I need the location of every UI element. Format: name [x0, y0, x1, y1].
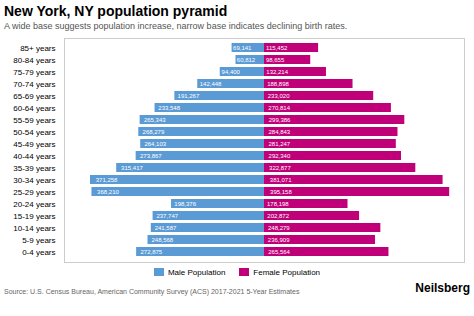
svg-text:265,564: 265,564	[268, 249, 290, 255]
svg-text:264,103: 264,103	[144, 141, 166, 147]
svg-text:368,210: 368,210	[97, 189, 119, 195]
svg-text:60,812: 60,812	[237, 57, 256, 63]
svg-text:0-4 years: 0-4 years	[22, 248, 55, 257]
svg-text:248,279: 248,279	[268, 225, 290, 231]
svg-text:265,343: 265,343	[144, 117, 166, 123]
svg-text:60-64 years: 60-64 years	[13, 104, 55, 113]
html-text:A wide base suggests populatio: A wide base suggests population increase…	[4, 21, 348, 31]
svg-text:272,875: 272,875	[140, 249, 162, 255]
svg-text:10-14 years: 10-14 years	[13, 224, 55, 233]
svg-text:94,400: 94,400	[222, 69, 241, 75]
svg-text:25-29 years: 25-29 years	[13, 188, 55, 197]
svg-text:115,452: 115,452	[266, 45, 288, 51]
svg-text:233,020: 233,020	[268, 93, 290, 99]
svg-text:241,587: 241,587	[155, 225, 177, 231]
svg-text:191,267: 191,267	[178, 93, 200, 99]
svg-text:70-74 years: 70-74 years	[13, 80, 55, 89]
html-text:Male Population: Male Population	[168, 268, 226, 277]
svg-text:142,448: 142,448	[200, 81, 222, 87]
svg-text:15-19 years: 15-19 years	[13, 212, 55, 221]
svg-text:69,141: 69,141	[233, 45, 252, 51]
html-text:New York, NY population pyrami: New York, NY population pyramid	[4, 3, 228, 19]
svg-text:233,548: 233,548	[158, 105, 180, 111]
svg-text:80-84 years: 80-84 years	[13, 56, 55, 65]
svg-text:315,417: 315,417	[121, 165, 143, 171]
svg-text:202,872: 202,872	[267, 213, 289, 219]
svg-text:5-9 years: 5-9 years	[22, 236, 55, 245]
svg-text:237,747: 237,747	[156, 213, 178, 219]
svg-text:45-49 years: 45-49 years	[13, 140, 55, 149]
svg-text:270,814: 270,814	[268, 105, 290, 111]
html-text:Female Population: Female Population	[253, 268, 320, 277]
svg-text:273,867: 273,867	[140, 153, 162, 159]
svg-text:85+ years: 85+ years	[20, 44, 55, 53]
svg-text:322,877: 322,877	[269, 165, 291, 171]
svg-text:132,214: 132,214	[266, 69, 288, 75]
svg-text:30-34 years: 30-34 years	[13, 176, 55, 185]
svg-text:292,340: 292,340	[269, 153, 291, 159]
svg-text:284,843: 284,843	[269, 129, 291, 135]
svg-text:198,376: 198,376	[174, 201, 196, 207]
svg-text:381,071: 381,071	[270, 177, 292, 183]
svg-text:98,655: 98,655	[266, 57, 285, 63]
svg-text:281,247: 281,247	[268, 141, 290, 147]
svg-text:188,898: 188,898	[267, 81, 289, 87]
svg-text:299,386: 299,386	[269, 117, 291, 123]
svg-text:35-39 years: 35-39 years	[13, 164, 55, 173]
html-text:Neilsberg: Neilsberg	[415, 281, 470, 295]
svg-text:248,568: 248,568	[152, 237, 174, 243]
svg-text:50-54 years: 50-54 years	[13, 128, 55, 137]
svg-text:65-69 years: 65-69 years	[13, 92, 55, 101]
html-text:Source: U.S. Census Bureau, Am: Source: U.S. Census Bureau, American Com…	[4, 288, 300, 295]
svg-text:268,279: 268,279	[143, 129, 165, 135]
svg-text:395,158: 395,158	[270, 189, 292, 195]
svg-text:75-79 years: 75-79 years	[13, 68, 55, 77]
svg-text:236,909: 236,909	[268, 237, 290, 243]
svg-text:371,258: 371,258	[96, 177, 118, 183]
svg-text:55-59 years: 55-59 years	[13, 116, 55, 125]
svg-text:178,198: 178,198	[267, 201, 289, 207]
svg-text:40-44 years: 40-44 years	[13, 152, 55, 161]
svg-text:20-24 years: 20-24 years	[13, 200, 55, 209]
